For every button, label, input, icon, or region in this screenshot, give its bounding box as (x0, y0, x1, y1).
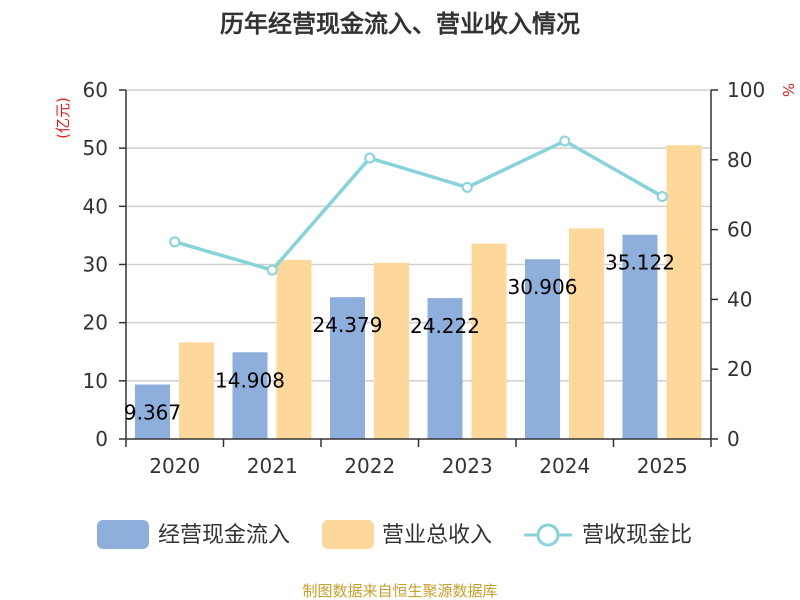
legend-item-cash-inflow[interactable]: 经营现金流入 (97, 520, 290, 549)
data-label-cash-inflow-2020: 9.367 (124, 401, 181, 425)
right-tick-label-4: 80 (727, 148, 752, 172)
ratio-point-2024 (559, 135, 571, 147)
ratio-polyline (174, 138, 664, 273)
legend-swatch-ratio-marker (536, 523, 560, 547)
left-tick-label-4: 40 (83, 194, 108, 218)
left-tick-label-6: 60 (83, 78, 108, 102)
legend-item-ratio[interactable]: 营收现金比 (524, 523, 692, 548)
bar-cash-inflow-2022 (330, 297, 365, 439)
legend-swatch-revenue (322, 520, 374, 549)
gridlines (126, 89, 711, 382)
legend-item-revenue[interactable]: 营业总收入 (322, 520, 492, 549)
x-tick-label-2022: 2022 (344, 454, 395, 478)
ratio-point-2020 (169, 236, 181, 248)
left-tick-label-1: 10 (83, 369, 108, 393)
right-tick-label-1: 20 (727, 357, 752, 381)
right-tick-label-3: 60 (727, 218, 752, 242)
bars (135, 145, 702, 439)
x-tick-label-2020: 2020 (149, 454, 200, 478)
left-tick-label-3: 30 (83, 253, 108, 277)
left-tick-label-2: 20 (83, 311, 108, 335)
left-tick-label-0: 0 (95, 427, 108, 451)
x-tick-label-2021: 2021 (247, 454, 298, 478)
bar-cash-inflow-2021 (232, 352, 268, 439)
data-label-cash-inflow-2021: 14.908 (215, 368, 285, 392)
ratio-point-2025 (656, 190, 668, 202)
data-label-cash-inflow-2024: 30.906 (508, 275, 578, 299)
ratio-point-2023 (461, 181, 473, 193)
legend-swatch-cash-inflow (97, 520, 149, 549)
data-labels: 9.367 14.908 24.379 24.222 30.906 35.122 (124, 251, 675, 425)
bar-cash-inflow-2020 (135, 384, 170, 439)
bar-revenue-2020 (179, 342, 214, 439)
x-tick-label-2023: 2023 (442, 454, 493, 478)
right-axis-unit: % (779, 83, 797, 97)
axes: 0 10 20 30 40 50 60 0 20 40 60 80 100 2020 2021 2022 202… (83, 78, 766, 478)
chart-title: 历年经营现金流入、营业收入情况 (220, 10, 580, 38)
left-tick-label-5: 50 (83, 136, 108, 160)
bar-cash-inflow-2023 (427, 298, 463, 439)
data-label-cash-inflow-2023: 24.222 (410, 314, 480, 338)
x-tick-label-2025: 2025 (637, 454, 688, 478)
legend: 经营现金流入 营业总收入 营收现金比 (97, 520, 692, 549)
left-axis-unit: (亿元) (54, 97, 72, 139)
data-label-cash-inflow-2022: 24.379 (313, 313, 383, 337)
ratio-line (169, 135, 668, 276)
right-tick-label-2: 40 (727, 287, 752, 311)
bar-revenue-2024 (569, 228, 604, 439)
right-tick-label-5: 100 (727, 78, 765, 102)
bar-revenue-2021 (276, 259, 312, 439)
ratio-point-2021 (266, 264, 278, 276)
legend-label-ratio: 营收现金比 (582, 523, 692, 548)
bar-cash-inflow-2025 (622, 234, 658, 439)
x-tick-label-2024: 2024 (539, 454, 590, 478)
legend-label-revenue: 营业总收入 (382, 523, 492, 548)
data-source: 制图数据来自恒生聚源数据库 (302, 582, 497, 600)
bar-revenue-2022 (374, 262, 409, 439)
bar-revenue-2025 (666, 145, 702, 439)
data-label-cash-inflow-2025: 35.122 (605, 251, 675, 275)
ratio-point-2022 (364, 152, 376, 164)
legend-label-cash-inflow: 经营现金流入 (158, 523, 290, 548)
bar-cash-inflow-2024 (525, 259, 560, 439)
bar-revenue-2023 (471, 243, 507, 439)
right-tick-label-0: 0 (727, 427, 740, 451)
